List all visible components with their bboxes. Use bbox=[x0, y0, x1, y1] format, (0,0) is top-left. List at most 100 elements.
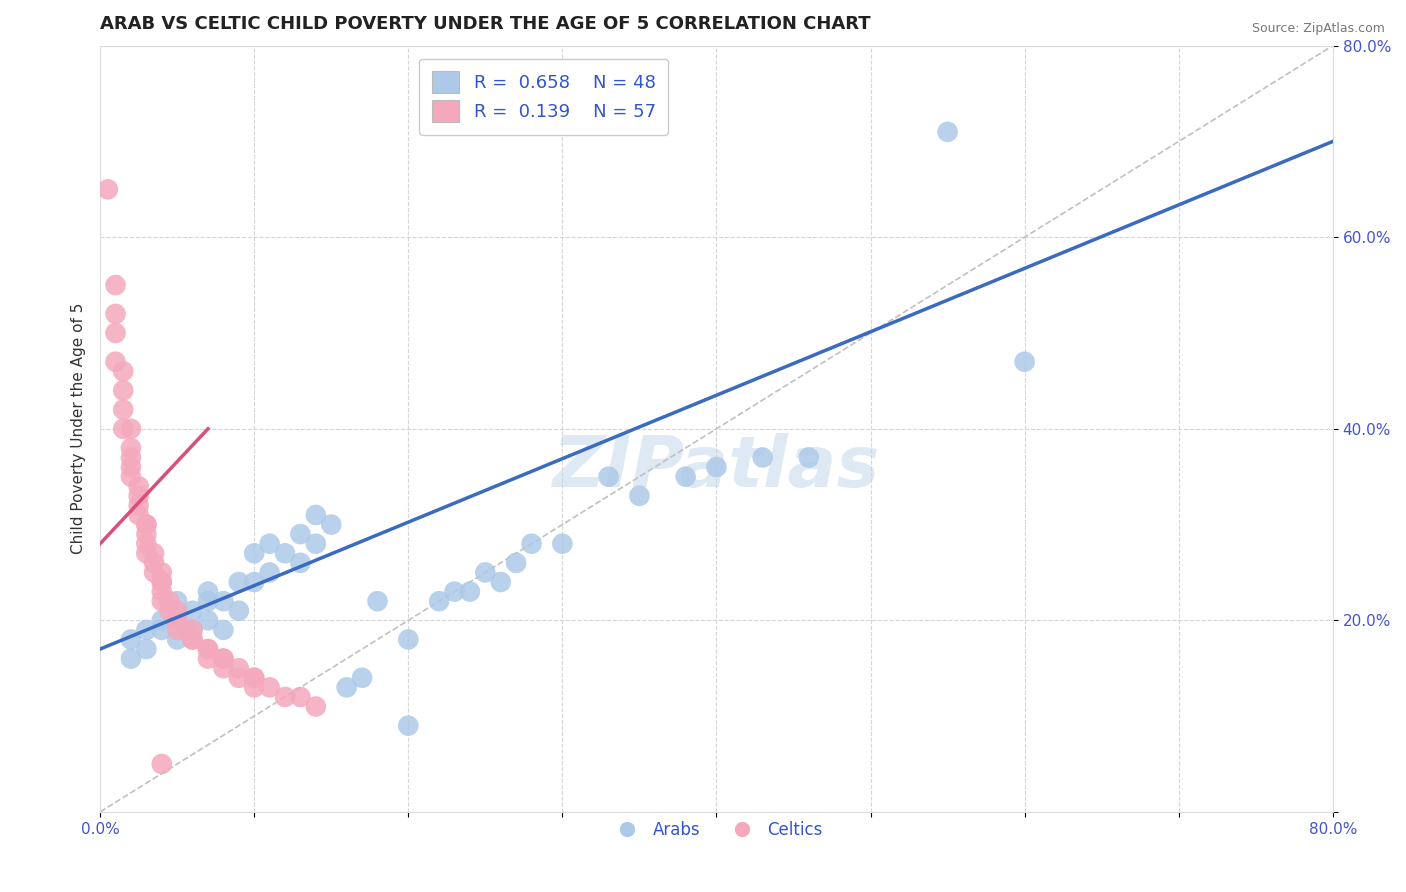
Point bbox=[120, 450, 142, 465]
Point bbox=[274, 690, 297, 704]
Point bbox=[474, 566, 496, 580]
Point bbox=[143, 546, 166, 560]
Point bbox=[135, 546, 157, 560]
Point bbox=[228, 604, 250, 618]
Point bbox=[706, 460, 728, 475]
Point bbox=[443, 584, 465, 599]
Point bbox=[159, 594, 181, 608]
Point bbox=[112, 384, 135, 398]
Point bbox=[150, 756, 173, 771]
Point bbox=[321, 517, 343, 532]
Point bbox=[551, 537, 574, 551]
Point bbox=[305, 508, 328, 522]
Point bbox=[135, 623, 157, 637]
Point bbox=[458, 584, 481, 599]
Point bbox=[150, 584, 173, 599]
Point bbox=[112, 364, 135, 378]
Point bbox=[243, 681, 266, 695]
Point bbox=[396, 632, 419, 647]
Point bbox=[150, 574, 173, 589]
Y-axis label: Child Poverty Under the Age of 5: Child Poverty Under the Age of 5 bbox=[72, 303, 86, 555]
Point bbox=[212, 651, 235, 665]
Point bbox=[120, 441, 142, 455]
Point bbox=[181, 604, 204, 618]
Point bbox=[97, 182, 120, 196]
Point bbox=[243, 671, 266, 685]
Point bbox=[143, 566, 166, 580]
Point bbox=[166, 632, 188, 647]
Point bbox=[243, 574, 266, 589]
Point bbox=[212, 661, 235, 675]
Text: ZIPatlas: ZIPatlas bbox=[553, 433, 880, 501]
Point bbox=[290, 556, 312, 570]
Point bbox=[598, 469, 620, 483]
Point bbox=[112, 422, 135, 436]
Point bbox=[489, 574, 512, 589]
Point bbox=[181, 623, 204, 637]
Point bbox=[120, 469, 142, 483]
Point bbox=[135, 537, 157, 551]
Point bbox=[128, 499, 150, 513]
Point bbox=[166, 613, 188, 627]
Point bbox=[352, 671, 374, 685]
Point bbox=[197, 642, 219, 657]
Point bbox=[197, 651, 219, 665]
Legend: Arabs, Celtics: Arabs, Celtics bbox=[605, 814, 828, 846]
Point bbox=[290, 527, 312, 541]
Point bbox=[427, 594, 450, 608]
Point bbox=[181, 632, 204, 647]
Point bbox=[675, 469, 697, 483]
Point bbox=[243, 546, 266, 560]
Point bbox=[936, 125, 959, 139]
Point bbox=[120, 651, 142, 665]
Point bbox=[366, 594, 388, 608]
Point bbox=[396, 719, 419, 733]
Point bbox=[274, 546, 297, 560]
Point bbox=[751, 450, 773, 465]
Point bbox=[197, 594, 219, 608]
Point bbox=[181, 632, 204, 647]
Point bbox=[159, 604, 181, 618]
Point bbox=[259, 681, 281, 695]
Point bbox=[290, 690, 312, 704]
Point bbox=[128, 479, 150, 493]
Point bbox=[128, 489, 150, 503]
Point bbox=[197, 584, 219, 599]
Point bbox=[797, 450, 820, 465]
Point bbox=[228, 661, 250, 675]
Text: ARAB VS CELTIC CHILD POVERTY UNDER THE AGE OF 5 CORRELATION CHART: ARAB VS CELTIC CHILD POVERTY UNDER THE A… bbox=[100, 15, 870, 33]
Point bbox=[259, 537, 281, 551]
Point bbox=[135, 642, 157, 657]
Point bbox=[505, 556, 527, 570]
Point bbox=[1014, 355, 1036, 369]
Point bbox=[212, 651, 235, 665]
Point bbox=[150, 594, 173, 608]
Point bbox=[150, 574, 173, 589]
Point bbox=[150, 613, 173, 627]
Point bbox=[197, 613, 219, 627]
Point bbox=[104, 278, 127, 293]
Text: Source: ZipAtlas.com: Source: ZipAtlas.com bbox=[1251, 22, 1385, 36]
Point bbox=[150, 566, 173, 580]
Point bbox=[166, 594, 188, 608]
Point bbox=[173, 623, 195, 637]
Point bbox=[197, 642, 219, 657]
Point bbox=[166, 613, 188, 627]
Point bbox=[135, 517, 157, 532]
Point bbox=[166, 623, 188, 637]
Point bbox=[228, 671, 250, 685]
Point bbox=[212, 594, 235, 608]
Point bbox=[120, 632, 142, 647]
Point bbox=[120, 422, 142, 436]
Point bbox=[305, 537, 328, 551]
Point bbox=[336, 681, 359, 695]
Point bbox=[259, 566, 281, 580]
Point bbox=[150, 623, 173, 637]
Point bbox=[166, 604, 188, 618]
Point bbox=[104, 326, 127, 340]
Point bbox=[228, 574, 250, 589]
Point bbox=[305, 699, 328, 714]
Point bbox=[104, 355, 127, 369]
Point bbox=[104, 307, 127, 321]
Point bbox=[112, 402, 135, 417]
